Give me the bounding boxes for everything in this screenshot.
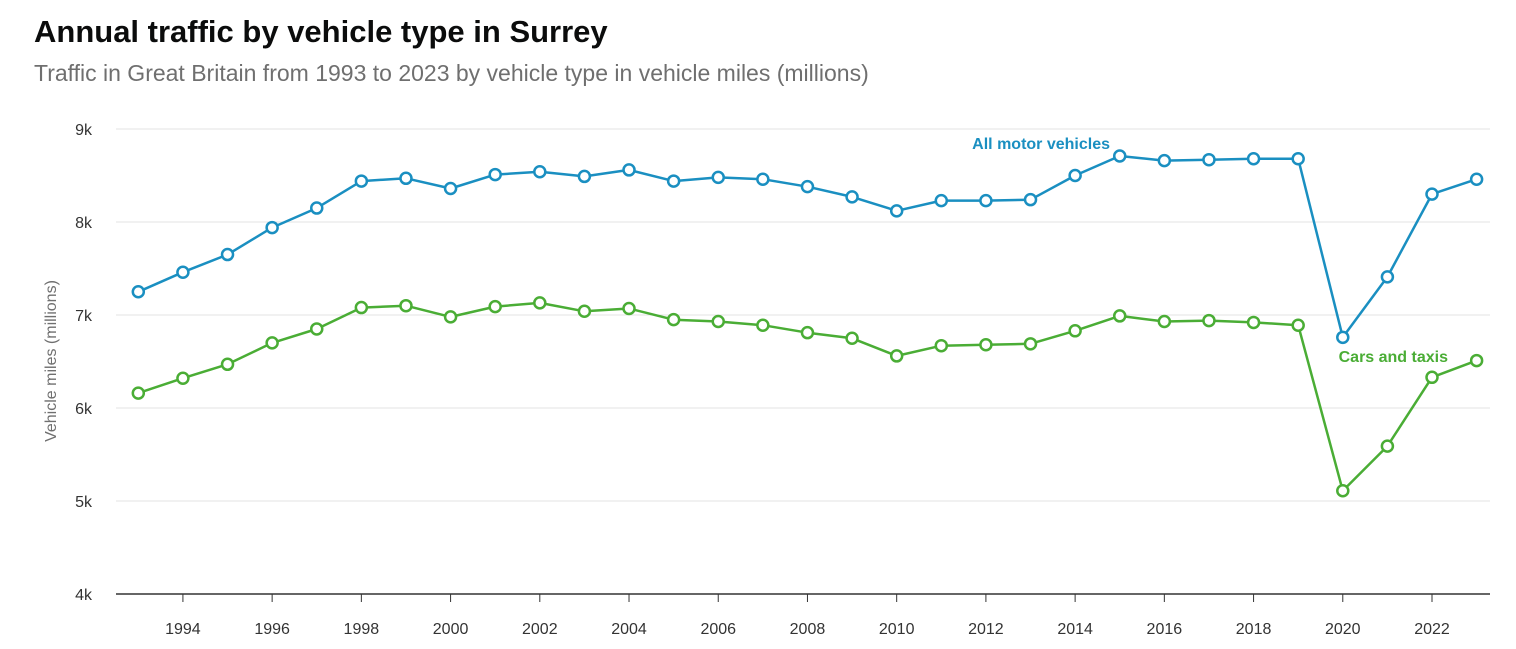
data-point [220, 247, 235, 262]
x-tick-label: 1998 [344, 621, 380, 638]
data-point [845, 331, 859, 345]
x-tick-label: 2020 [1325, 621, 1361, 638]
data-point [176, 371, 190, 385]
data-point [889, 204, 904, 218]
data-point [934, 338, 949, 353]
series-label-all-motor-vehicles: All motor vehicles [972, 136, 1110, 153]
data-point [1157, 314, 1172, 329]
data-point [1202, 313, 1216, 328]
data-point [1425, 187, 1439, 201]
x-tick-label: 1994 [165, 621, 201, 638]
data-point [622, 301, 636, 316]
data-point [577, 304, 592, 319]
data-point [889, 349, 904, 363]
data-point [1246, 152, 1261, 166]
chart-subtitle: Traffic in Great Britain from 1993 to 20… [34, 60, 869, 86]
data-point [399, 298, 413, 313]
data-point [934, 193, 949, 208]
data-point [711, 314, 725, 329]
data-point [800, 179, 815, 194]
data-point [1246, 315, 1261, 330]
data-point [309, 322, 324, 336]
data-point [1157, 153, 1172, 168]
data-point [1336, 330, 1350, 345]
x-tick-label: 2012 [968, 621, 1004, 638]
data-point [666, 174, 681, 188]
chart-title: Annual traffic by vehicle type in Surrey [34, 14, 608, 49]
data-point [1291, 152, 1305, 166]
data-point [533, 296, 547, 310]
data-point [309, 201, 324, 215]
x-tick-label: 2000 [433, 621, 469, 638]
x-tick-label: 2006 [700, 621, 736, 638]
data-point [399, 171, 413, 186]
x-tick-label: 2022 [1414, 621, 1450, 638]
data-point [756, 172, 770, 186]
data-point [711, 170, 725, 185]
data-point [979, 193, 993, 208]
data-point [756, 318, 770, 332]
data-point [1023, 192, 1038, 207]
series-labels: All motor vehicles Cars and taxis [972, 136, 1448, 366]
data-point [265, 220, 279, 235]
y-tick-label: 6k [75, 401, 93, 418]
x-tick-label: 2014 [1057, 621, 1093, 638]
data-point [1469, 172, 1484, 186]
data-point [443, 310, 458, 324]
data-point [1068, 168, 1082, 183]
data-point [1068, 324, 1082, 338]
x-axis: 1994 1996 1998 2000 2002 2004 2006 2008 2010 2012… [116, 593, 1490, 638]
data-point [1336, 484, 1350, 498]
y-tick-label: 5k [75, 494, 93, 511]
x-tick-label: 2010 [879, 621, 915, 638]
data-point [1291, 318, 1305, 332]
data-point [979, 338, 993, 352]
data-point [131, 386, 146, 400]
data-point [1112, 309, 1127, 323]
data-point [577, 169, 592, 184]
series-lines [137, 154, 1478, 493]
data-point [1469, 353, 1484, 368]
data-point [1112, 149, 1127, 163]
data-point [1425, 370, 1439, 385]
data-point [845, 190, 859, 204]
series-label-cars-and-taxis: Cars and taxis [1339, 349, 1448, 366]
data-point [354, 300, 369, 315]
x-tick-label: 2008 [790, 621, 826, 638]
x-tick-label: 1996 [254, 621, 290, 638]
data-point [354, 174, 369, 188]
y-axis-ticks: 4k 5k 6k 7k 8k 9k [75, 122, 93, 604]
data-point [488, 167, 502, 182]
data-point [265, 336, 279, 350]
data-point [443, 181, 458, 196]
x-tick-label: 2004 [611, 621, 647, 638]
y-tick-label: 7k [75, 308, 93, 325]
data-point [131, 285, 146, 299]
data-point [800, 325, 815, 340]
y-tick-label: 9k [75, 122, 93, 139]
data-point [533, 165, 547, 179]
data-point [176, 265, 190, 279]
x-tick-label: 2018 [1236, 621, 1272, 638]
data-point [622, 163, 636, 177]
y-tick-label: 8k [75, 215, 93, 232]
data-point [1023, 337, 1038, 351]
series-points [131, 149, 1484, 498]
x-tick-label: 2002 [522, 621, 558, 638]
x-tick-label: 2016 [1147, 621, 1183, 638]
y-tick-label: 4k [75, 587, 93, 604]
data-point [1380, 270, 1395, 284]
data-point [666, 312, 681, 327]
data-point [1380, 439, 1395, 453]
data-point [488, 299, 502, 314]
data-point [220, 357, 235, 372]
y-axis-label: Vehicle miles (millions) [43, 280, 60, 442]
data-point [1202, 152, 1216, 167]
